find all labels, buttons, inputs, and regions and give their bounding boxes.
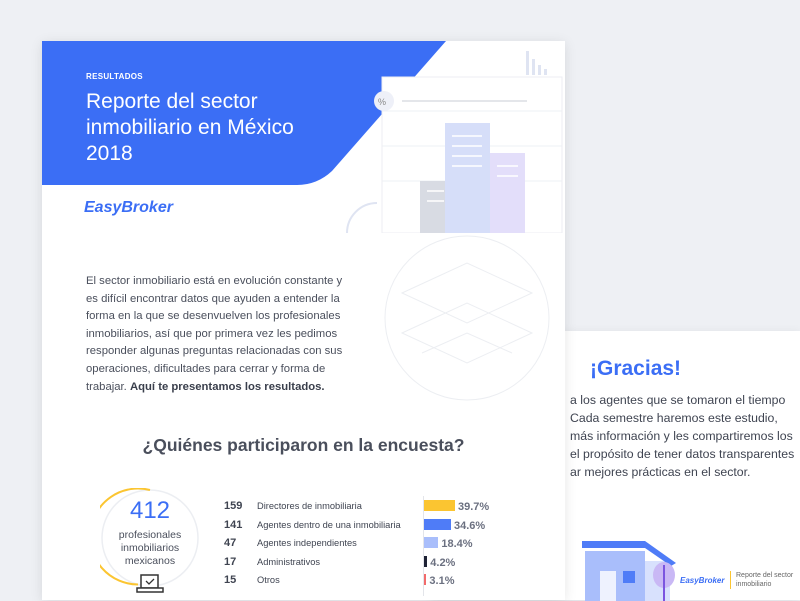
thanks-text: a los agentes que se tomaron el tiempo C… <box>570 391 796 481</box>
text-line: más información y les compartiremos los <box>570 429 793 443</box>
intro-highlight: Aquí te presentamos los resultados. <box>129 380 325 393</box>
text-line: Cada semestre haremos este estudio, <box>570 411 778 425</box>
survey-heading: ¿Quiénes participaron en la encuesta? <box>142 435 465 455</box>
row-count: 17 <box>224 555 237 568</box>
row-percent: 18.4% <box>441 538 473 550</box>
page-title: Reporte del sector inmobiliario en Méxic… <box>86 90 294 165</box>
footer-logo: EasyBroker <box>680 576 725 585</box>
svg-text:%: % <box>378 97 386 107</box>
row-count: 47 <box>224 537 237 549</box>
thanks-heading: ¡Gracias! <box>590 357 682 380</box>
total-label: profesionales inmobiliarios mexicanos <box>118 529 182 567</box>
row-percent: 3.1% <box>429 575 455 587</box>
row-bar <box>424 574 427 585</box>
text-line: el propósito de tener datos transparente… <box>570 447 795 461</box>
bar-axis <box>423 496 424 596</box>
row-label: Agentes independientes <box>257 538 357 548</box>
header-background: % <box>42 41 563 233</box>
row-percent: 39.7% <box>457 501 490 513</box>
row-percent: 4.2% <box>430 556 456 569</box>
intro-text: El sector inmobiliario está en evolución… <box>86 275 343 393</box>
report-page: % RESULTADOS Reporte del sector inmobili… <box>42 41 565 600</box>
row-label: Directores de inmobiliaria <box>257 501 362 511</box>
divider <box>730 571 731 589</box>
row-bar <box>424 518 451 530</box>
row-label: Administrativos <box>257 556 321 567</box>
laptop-check-icon <box>136 574 164 593</box>
row-bar <box>424 537 439 548</box>
row-bar <box>424 500 455 511</box>
row-label: Agentes dentro de una inmobiliaria <box>257 519 401 530</box>
easybroker-logo: EasyBroker <box>84 199 173 216</box>
row-label: Otros <box>257 575 280 585</box>
intro-paragraph: El sector inmobiliario está en evolución… <box>86 273 356 396</box>
row-count: 15 <box>224 574 237 586</box>
row-bar <box>424 555 428 567</box>
row-count: 141 <box>224 518 243 531</box>
text-line: a los agentes que se tomaron el tiempo <box>570 393 786 407</box>
total-count: 412 <box>129 497 171 524</box>
city-illustration <box>384 235 550 401</box>
footer-text: Reporte del sector inmobiliario <box>736 572 794 588</box>
row-percent: 34.6% <box>453 519 486 532</box>
row-count: 159 <box>224 500 243 512</box>
text-line: ar mejores prácticas en el sector. <box>570 465 751 479</box>
house-illustration <box>582 541 676 601</box>
section-label: RESULTADOS <box>86 72 143 81</box>
